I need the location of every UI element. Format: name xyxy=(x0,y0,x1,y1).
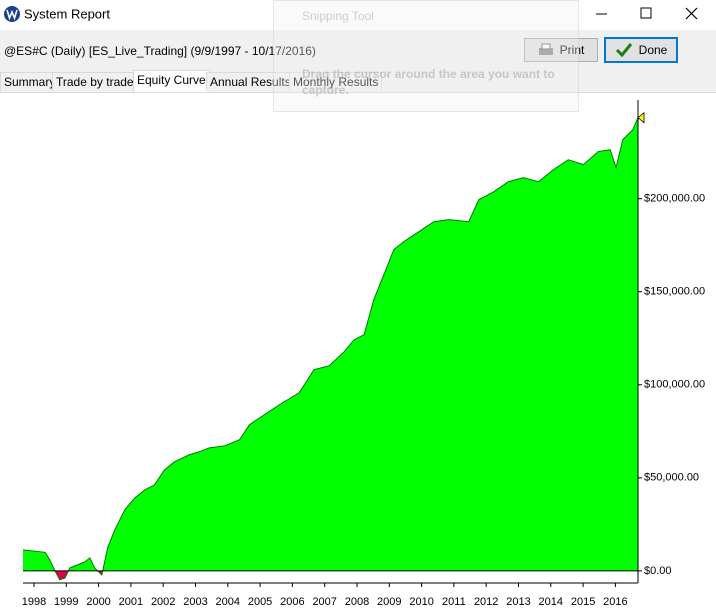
y-tick-label: $100,000.00 xyxy=(644,379,705,391)
x-tick-label: 2010 xyxy=(409,596,433,608)
tab[interactable]: Trade by trade xyxy=(52,72,138,91)
title-bar-graphics: System Report xyxy=(4,6,698,22)
x-tick-label: 2012 xyxy=(474,596,498,608)
y-tick-label: $150,000.00 xyxy=(644,286,705,298)
y-tick-label: $50,000.00 xyxy=(644,472,699,484)
x-tick-label: 2014 xyxy=(539,596,563,608)
print-label: Print xyxy=(559,43,585,57)
equity-area xyxy=(23,117,638,580)
x-tick-label: 2004 xyxy=(216,596,240,608)
tab[interactable]: Summary xyxy=(0,72,60,91)
done-label: Done xyxy=(638,43,668,57)
x-tick-label: 2016 xyxy=(603,596,627,608)
x-tick-label: 1999 xyxy=(54,596,78,608)
tab[interactable]: Monthly Results xyxy=(289,72,383,91)
x-tick-label: 2001 xyxy=(119,596,143,608)
window-title: System Report xyxy=(24,6,110,21)
x-tick-label: 2011 xyxy=(442,596,466,608)
report-description: @ES#C (Daily) [ES_Live_Trading] (9/9/199… xyxy=(4,44,316,58)
overlay-message: capture. xyxy=(302,83,349,97)
x-tick-label: 2007 xyxy=(312,596,336,608)
maximize-button[interactable] xyxy=(640,7,652,19)
x-tick-label: 2015 xyxy=(571,596,595,608)
x-tick-label: 2009 xyxy=(377,596,401,608)
x-tick-label: 2006 xyxy=(280,596,304,608)
title-bar: System Report xyxy=(0,0,716,30)
snipping-tool-ghost: Snipping Tool Drag the cursor around the… xyxy=(273,0,579,112)
x-tick-label: 2002 xyxy=(151,596,175,608)
x-tick-label: 2003 xyxy=(183,596,207,608)
tab-active[interactable]: Equity Curve xyxy=(133,70,210,92)
overlay-message: Drag the cursor around the area you want… xyxy=(302,67,555,81)
header: @ES#C (Daily) [ES_Live_Trading] (9/9/199… xyxy=(0,30,716,70)
close-button[interactable] xyxy=(685,7,698,20)
tab[interactable]: Annual Results xyxy=(206,72,295,91)
equity-line xyxy=(22,117,639,581)
done-button[interactable]: Done xyxy=(604,37,678,63)
y-tick-label: $0.00 xyxy=(644,565,672,577)
print-button[interactable]: Print xyxy=(524,38,598,62)
tab-bar: Summary Trade by trade Equity Curve Annu… xyxy=(0,70,716,93)
end-marker xyxy=(637,111,645,124)
x-tick-label: 2008 xyxy=(345,596,369,608)
print-icon xyxy=(538,43,553,55)
done-icon xyxy=(615,43,632,58)
x-tick-label: 2000 xyxy=(86,596,110,608)
overlay-title: Snipping Tool xyxy=(302,9,374,23)
y-tick-label: $200,000.00 xyxy=(644,193,705,205)
x-tick-label: 1998 xyxy=(22,596,46,608)
x-tick-label: 2013 xyxy=(506,596,530,608)
x-tick-label: 2005 xyxy=(248,596,272,608)
